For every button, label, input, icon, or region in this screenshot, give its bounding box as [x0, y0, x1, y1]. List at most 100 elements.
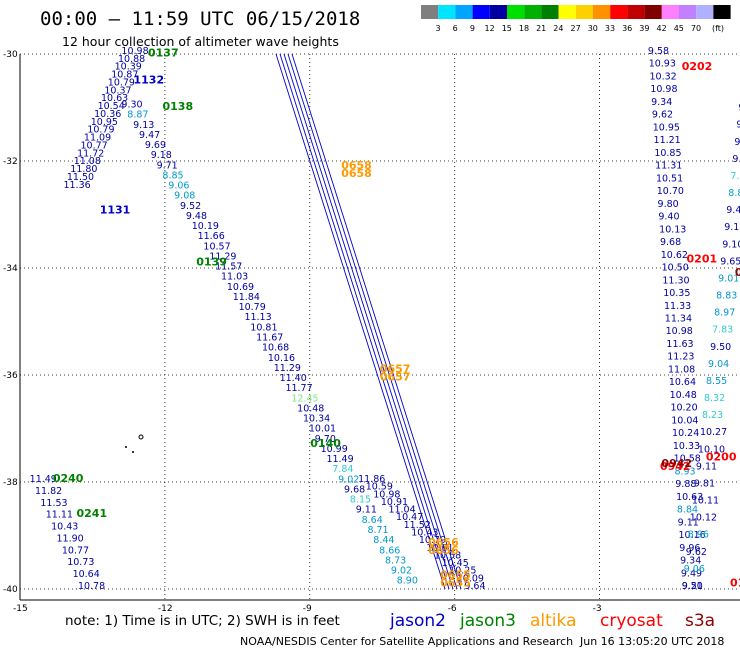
wave-height-label: 9.80	[658, 199, 679, 210]
wave-height-label: 10.13	[659, 224, 686, 235]
track-line	[275, 53, 446, 590]
wave-height-label: 8.93	[674, 466, 695, 477]
time-label-altika: 0656	[428, 544, 459, 557]
wave-height-label: 9.11	[696, 461, 717, 472]
credit-text: NOAA/NESDIS Center for Satellite Applica…	[240, 635, 573, 648]
scale-label: 21	[536, 24, 546, 33]
wave-height-label: 10.32	[650, 71, 677, 82]
scale-swatch	[696, 5, 714, 19]
wave-height-label: 9.56	[734, 137, 740, 148]
wave-height-label: 10.88	[118, 54, 145, 65]
wave-height-values: 10.9810.8810.3910.8710.7910.3710.6310.54…	[30, 46, 740, 592]
scale-swatch	[421, 5, 439, 19]
wave-height-label: 8.55	[706, 376, 727, 387]
scale-swatch	[713, 5, 731, 19]
scale-label: 24	[553, 24, 563, 33]
wave-height-label: 9.41	[726, 205, 740, 216]
wave-height-label: 10.11	[692, 496, 719, 507]
time-label-cryosat: 0202	[682, 60, 713, 73]
wave-height-label: 10.48	[670, 390, 697, 401]
scale-swatch	[489, 5, 507, 19]
time-label-jason3: 0137	[148, 47, 179, 60]
wave-height-label: 11.31	[655, 161, 682, 172]
wave-height-label: 8.83	[716, 291, 737, 302]
time-label-jason3: 0241	[77, 507, 108, 520]
scale-swatch	[507, 5, 525, 19]
scale-label: 6	[453, 24, 458, 33]
island-mark	[125, 446, 127, 448]
wave-height-label: 10.95	[91, 117, 118, 128]
island-mark	[132, 451, 134, 453]
legend-cryosat: cryosat	[600, 611, 663, 631]
time-label-cryosat: 0942	[660, 460, 691, 473]
wave-height-label: 10.48	[297, 403, 324, 414]
wave-height-label: 11.33	[664, 301, 691, 312]
wave-height-label: 10.98	[666, 326, 693, 337]
scale-label: 39	[639, 24, 649, 33]
wave-height-label: 11.08	[74, 156, 101, 167]
wave-height-label: 11.72	[77, 148, 104, 159]
scale-label: 9	[470, 24, 475, 33]
lat-tick-label: -38	[3, 478, 18, 488]
wave-height-label: 9.02	[338, 474, 359, 485]
wave-height-label: 10.79	[87, 125, 114, 136]
footer-note: note: 1) Time is in UTC; 2) SWH is in fe…	[65, 613, 340, 629]
wave-height-label: 10.64	[669, 377, 696, 388]
wave-height-label: 11.80	[70, 164, 97, 175]
wave-height-label: 10.77	[81, 140, 108, 151]
wave-height-label: 8.23	[702, 410, 723, 421]
time-label-cryosat: 0201	[687, 253, 718, 266]
scale-label: 70	[691, 24, 701, 33]
wave-height-label: 11.50	[67, 172, 94, 183]
wave-height-label: 8.71	[367, 525, 388, 536]
scale-swatch	[438, 5, 456, 19]
lon-tick-label: -15	[13, 604, 28, 614]
wave-height-label: 11.08	[668, 364, 695, 375]
wave-height-label: 10.93	[649, 59, 676, 70]
wave-height-label: 9.65	[720, 256, 740, 267]
time-label-altika: 0657	[380, 370, 411, 383]
wave-height-label: 11.23	[667, 352, 694, 363]
wave-height-label: 10.91	[381, 497, 408, 508]
lon-tick-label: -9	[303, 604, 312, 614]
wave-height-label: 9.50	[682, 581, 703, 592]
wave-height-label: 8.73	[385, 555, 406, 566]
wave-height-label: 11.67	[256, 333, 283, 344]
wave-height-label: 9.10	[722, 239, 740, 250]
wave-height-label: 10.78	[78, 581, 105, 592]
wave-height-label: 10.47	[396, 512, 423, 523]
wave-height-label: 10.04	[671, 415, 698, 426]
wave-height-label: 8.15	[350, 495, 371, 506]
wave-height-label: 10.95	[653, 122, 680, 133]
wave-height-label: 10.98	[121, 46, 148, 57]
scale-unit: (ft)	[712, 24, 724, 33]
wave-height-label: 9.02	[391, 566, 412, 577]
scale-swatch	[661, 5, 679, 19]
wave-height-label: 9.69	[145, 140, 166, 151]
wave-height-label: 10.16	[268, 353, 295, 364]
wave-height-label: 9.41	[738, 103, 740, 114]
scale-swatch	[558, 5, 576, 19]
track-line	[283, 53, 454, 590]
wave-height-label: 11.30	[662, 275, 689, 286]
time-label-altika: 0655	[440, 568, 471, 581]
legend-s3a: s3a	[685, 611, 715, 631]
wave-height-label: 10.33	[673, 441, 700, 452]
wave-height-label: 10.25	[449, 566, 476, 577]
chart-subtitle: 12 hour collection of altimeter wave hei…	[62, 34, 339, 49]
lat-tick-label: -30	[3, 50, 18, 60]
wave-height-label: 7.83	[712, 325, 733, 336]
time-label-altika: 0657	[380, 362, 411, 375]
wave-height-label: 11.63	[666, 339, 693, 350]
generated-timestamp: Jun 16 13:05:20 UTC 2018	[579, 635, 724, 648]
wave-height-label: 11.84	[233, 292, 260, 303]
lat-tick-label: -40	[3, 585, 18, 595]
scale-label: 15	[502, 24, 512, 33]
wave-height-label: 9.04	[708, 359, 729, 370]
wave-height-label: 11.49	[326, 454, 353, 465]
time-labels: 0137 0138 1132 1131 0139 0140 0240 0241 06580658…	[53, 47, 740, 590]
wave-height-label: 11.66	[198, 231, 225, 242]
time-label-jason2: 1132	[134, 73, 165, 86]
scale-label: 36	[622, 24, 632, 33]
